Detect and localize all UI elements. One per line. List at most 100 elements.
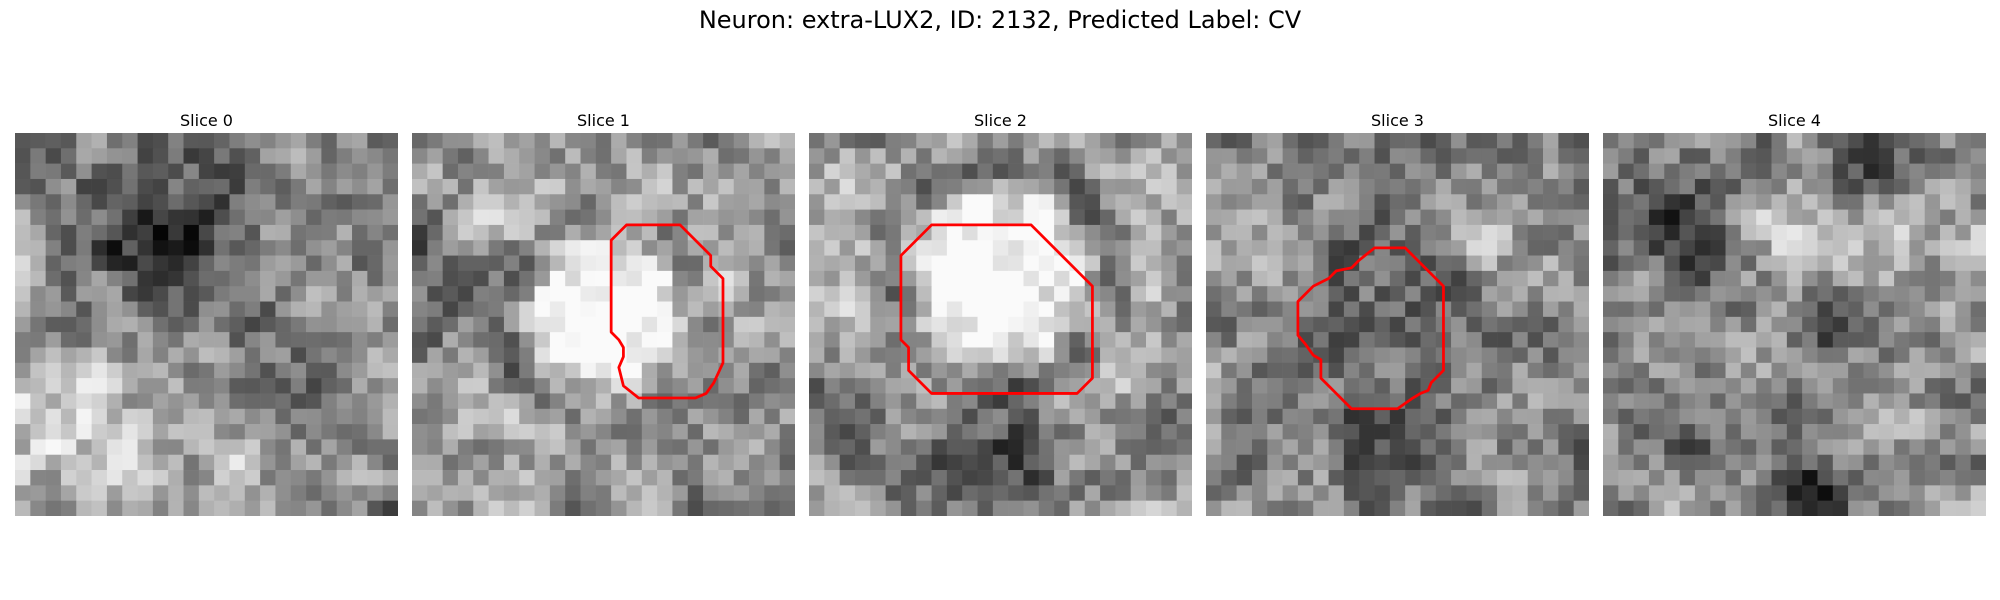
pixel bbox=[779, 408, 795, 425]
pixel bbox=[1130, 194, 1147, 210]
pixel bbox=[229, 301, 246, 318]
pixel bbox=[306, 240, 322, 256]
pixel bbox=[1100, 270, 1116, 287]
pixel bbox=[580, 224, 597, 241]
pixel bbox=[382, 439, 398, 456]
pixel bbox=[1054, 347, 1070, 364]
pixel bbox=[1527, 439, 1544, 456]
pixel bbox=[106, 286, 123, 302]
pixel bbox=[1894, 332, 1910, 348]
pixel bbox=[1543, 393, 1559, 410]
pixel bbox=[962, 362, 978, 379]
pixel bbox=[1282, 347, 1299, 364]
pixel bbox=[1512, 209, 1529, 226]
pixel bbox=[519, 454, 535, 471]
pixel bbox=[1802, 255, 1818, 272]
pixel bbox=[244, 301, 261, 318]
pixel bbox=[1282, 194, 1299, 210]
pixel bbox=[488, 454, 505, 471]
pixel bbox=[1343, 240, 1360, 256]
pixel bbox=[137, 408, 154, 425]
pixel bbox=[703, 301, 719, 318]
pixel bbox=[749, 178, 765, 195]
pixel bbox=[1679, 454, 1696, 471]
pixel bbox=[1573, 408, 1589, 425]
pixel bbox=[1451, 378, 1467, 394]
pixel bbox=[1679, 209, 1696, 226]
pixel bbox=[30, 347, 46, 364]
pixel bbox=[611, 194, 627, 210]
pixel bbox=[1267, 286, 1283, 302]
pixel bbox=[1955, 470, 1971, 486]
pixel bbox=[749, 316, 765, 333]
pixel bbox=[657, 378, 673, 394]
pixel bbox=[749, 378, 765, 394]
pixel bbox=[1008, 485, 1024, 501]
pixel bbox=[1633, 133, 1650, 149]
pixel bbox=[76, 316, 92, 333]
pixel bbox=[519, 485, 535, 501]
pixel bbox=[1313, 439, 1329, 456]
pixel bbox=[152, 424, 169, 440]
pixel bbox=[321, 209, 338, 226]
pixel bbox=[1389, 163, 1406, 180]
pixel bbox=[992, 347, 1009, 364]
pixel bbox=[488, 194, 505, 210]
pixel bbox=[260, 148, 276, 164]
pixel bbox=[1023, 209, 1040, 226]
pixel bbox=[1740, 270, 1757, 287]
pixel bbox=[244, 224, 261, 241]
pixel bbox=[214, 393, 230, 410]
pixel bbox=[1146, 178, 1162, 195]
pixel bbox=[1786, 332, 1803, 348]
pixel bbox=[1543, 347, 1559, 364]
pixel bbox=[916, 240, 932, 256]
pixel bbox=[1970, 500, 1986, 516]
pixel bbox=[137, 332, 154, 348]
pixel bbox=[824, 393, 840, 410]
pixel bbox=[1420, 209, 1437, 226]
pixel bbox=[1771, 408, 1788, 425]
pixel bbox=[1405, 424, 1421, 440]
pixel bbox=[1679, 347, 1696, 364]
pixel bbox=[1955, 224, 1971, 241]
pixel bbox=[870, 500, 886, 516]
pixel bbox=[1451, 500, 1467, 516]
pixel bbox=[1161, 393, 1177, 410]
pixel bbox=[1420, 316, 1437, 333]
pixel bbox=[244, 209, 261, 226]
pixel bbox=[595, 148, 612, 164]
pixel bbox=[916, 408, 932, 425]
pixel bbox=[1694, 301, 1711, 318]
pixel bbox=[91, 194, 108, 210]
pixel bbox=[885, 500, 902, 516]
pixel bbox=[1206, 270, 1222, 287]
pixel bbox=[534, 133, 551, 149]
pixel bbox=[244, 240, 261, 256]
pixel bbox=[764, 470, 780, 486]
pixel bbox=[168, 270, 184, 287]
pixel bbox=[809, 148, 825, 164]
pixel bbox=[611, 424, 627, 440]
pixel bbox=[611, 286, 627, 302]
pixel bbox=[1817, 470, 1834, 486]
pixel bbox=[1694, 240, 1711, 256]
pixel bbox=[1374, 209, 1391, 226]
pixel bbox=[1405, 500, 1421, 516]
pixel bbox=[229, 316, 246, 333]
pixel bbox=[367, 378, 383, 394]
pixel bbox=[657, 194, 673, 210]
pixel bbox=[749, 133, 765, 149]
pixel bbox=[1710, 485, 1726, 501]
pixel bbox=[1603, 408, 1619, 425]
pixel bbox=[1648, 286, 1665, 302]
pixel bbox=[1008, 178, 1024, 195]
pixel bbox=[1054, 301, 1070, 318]
pixel bbox=[1694, 194, 1711, 210]
pixel bbox=[1771, 439, 1788, 456]
pixel bbox=[962, 470, 978, 486]
pixel bbox=[534, 347, 551, 364]
pixel bbox=[946, 163, 963, 180]
pixel bbox=[1633, 424, 1650, 440]
pixel bbox=[885, 224, 902, 241]
